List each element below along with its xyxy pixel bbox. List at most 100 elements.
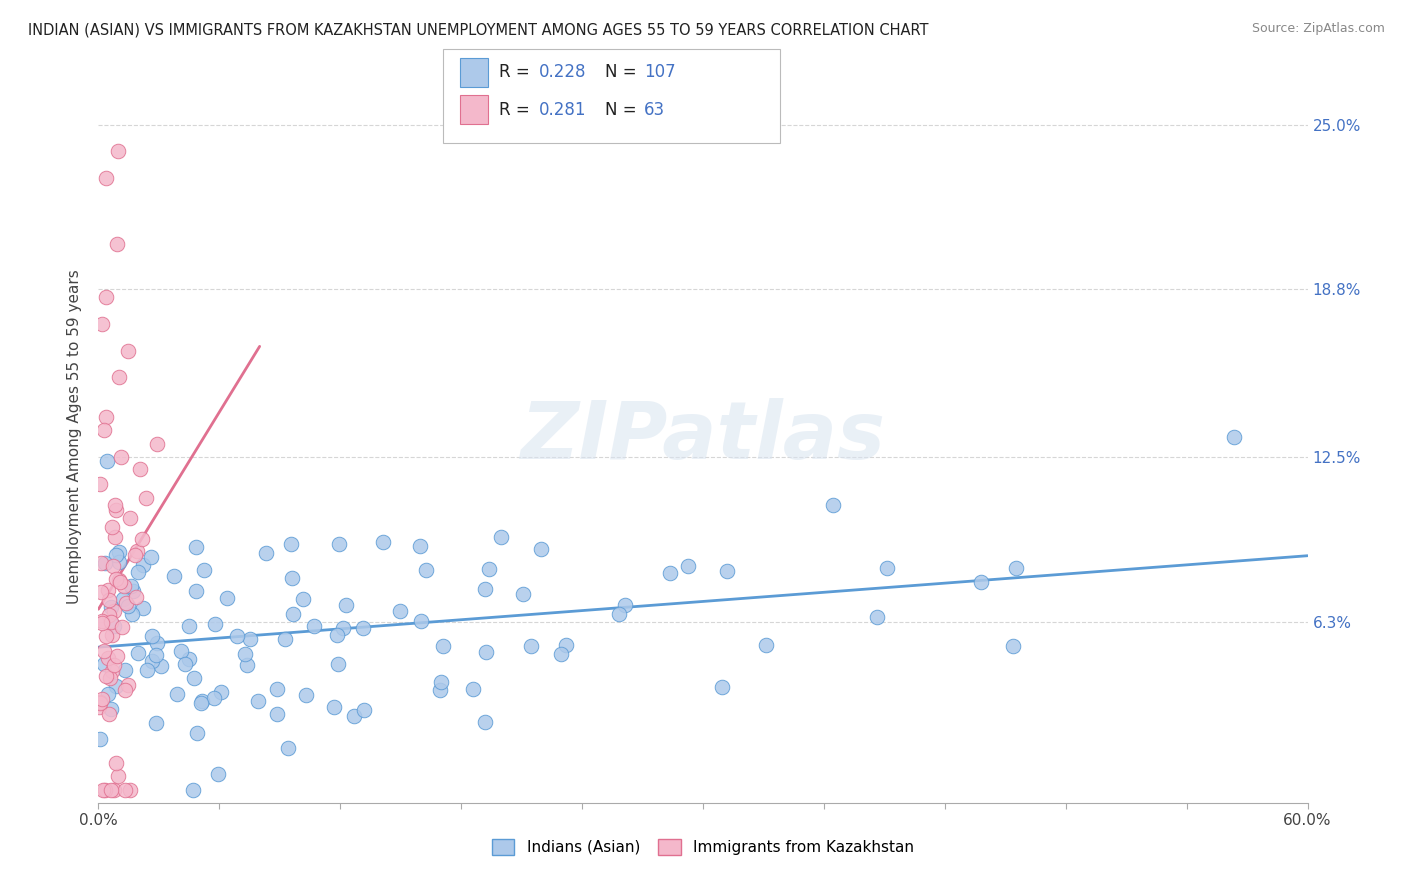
Point: [146, 635, 169, 649]
Point: [389, 604, 412, 618]
Point: [117, 343, 139, 358]
Point: [112, 579, 135, 593]
Point: [89, 696, 111, 710]
Point: [104, 572, 127, 586]
Point: [97, 607, 120, 622]
Point: [107, 545, 129, 559]
Point: [555, 638, 578, 652]
Point: [520, 639, 543, 653]
Point: [1002, 639, 1025, 653]
Point: [353, 703, 375, 717]
Text: Source: ZipAtlas.com: Source: ZipAtlas.com: [1251, 22, 1385, 36]
Point: [91, 691, 114, 706]
Point: [204, 617, 226, 632]
Point: [162, 568, 184, 582]
Point: [1005, 561, 1028, 575]
Point: [184, 584, 207, 599]
Point: [186, 726, 208, 740]
Point: [304, 619, 326, 633]
Point: [93, 644, 115, 658]
Point: [475, 645, 498, 659]
Point: [139, 549, 162, 564]
Point: [239, 632, 262, 646]
Text: R =: R =: [499, 63, 536, 81]
Point: [183, 671, 205, 685]
Point: [177, 652, 200, 666]
Point: [89, 476, 111, 491]
Point: [90, 615, 112, 630]
Point: [409, 614, 432, 628]
Point: [478, 562, 501, 576]
Point: [97, 651, 120, 665]
Point: [415, 563, 437, 577]
Point: [711, 680, 734, 694]
Point: [100, 520, 122, 534]
Point: [91, 317, 114, 331]
Point: [104, 498, 127, 512]
Point: [91, 782, 114, 797]
Point: [110, 450, 132, 464]
Text: 107: 107: [644, 63, 675, 81]
Point: [1223, 430, 1246, 444]
Point: [104, 548, 127, 562]
Point: [235, 657, 257, 672]
Point: [166, 687, 188, 701]
Point: [105, 503, 128, 517]
Point: [127, 566, 149, 580]
Point: [512, 587, 534, 601]
Point: [136, 664, 159, 678]
Point: [127, 646, 149, 660]
Point: [121, 584, 143, 599]
Point: [100, 782, 122, 797]
Point: [190, 693, 212, 707]
Point: [292, 592, 315, 607]
Point: [266, 706, 288, 721]
Point: [283, 607, 305, 621]
Point: [94, 556, 117, 570]
Point: [409, 539, 432, 553]
Text: N =: N =: [605, 101, 641, 119]
Point: [132, 601, 155, 615]
Point: [371, 534, 394, 549]
Point: [294, 688, 316, 702]
Point: [322, 699, 344, 714]
Point: [87, 699, 110, 714]
Point: [94, 782, 117, 797]
Point: [120, 579, 142, 593]
Point: [183, 782, 205, 797]
Point: [100, 702, 122, 716]
Point: [107, 555, 129, 569]
Point: [550, 647, 572, 661]
Point: [463, 681, 485, 696]
Point: [429, 682, 451, 697]
Point: [103, 782, 125, 797]
Point: [233, 648, 256, 662]
Point: [107, 769, 129, 783]
Point: [101, 559, 124, 574]
Point: [129, 462, 152, 476]
Point: [98, 671, 121, 685]
Point: [100, 600, 122, 615]
Text: 0.281: 0.281: [538, 101, 586, 119]
Point: [277, 741, 299, 756]
Point: [103, 604, 125, 618]
Point: [108, 370, 131, 384]
Point: [89, 731, 111, 746]
Point: [190, 696, 212, 710]
Point: [117, 678, 139, 692]
Point: [114, 664, 136, 678]
Point: [170, 644, 193, 658]
Point: [103, 658, 125, 673]
Point: [105, 680, 128, 694]
Point: [101, 628, 124, 642]
Point: [474, 714, 496, 729]
Y-axis label: Unemployment Among Ages 55 to 59 years: Unemployment Among Ages 55 to 59 years: [67, 269, 83, 605]
Point: [876, 560, 898, 574]
Point: [281, 571, 304, 585]
Point: [111, 620, 134, 634]
Point: [659, 566, 682, 581]
Point: [118, 511, 141, 525]
Point: [149, 658, 172, 673]
Point: [132, 558, 155, 572]
Point: [326, 628, 349, 642]
